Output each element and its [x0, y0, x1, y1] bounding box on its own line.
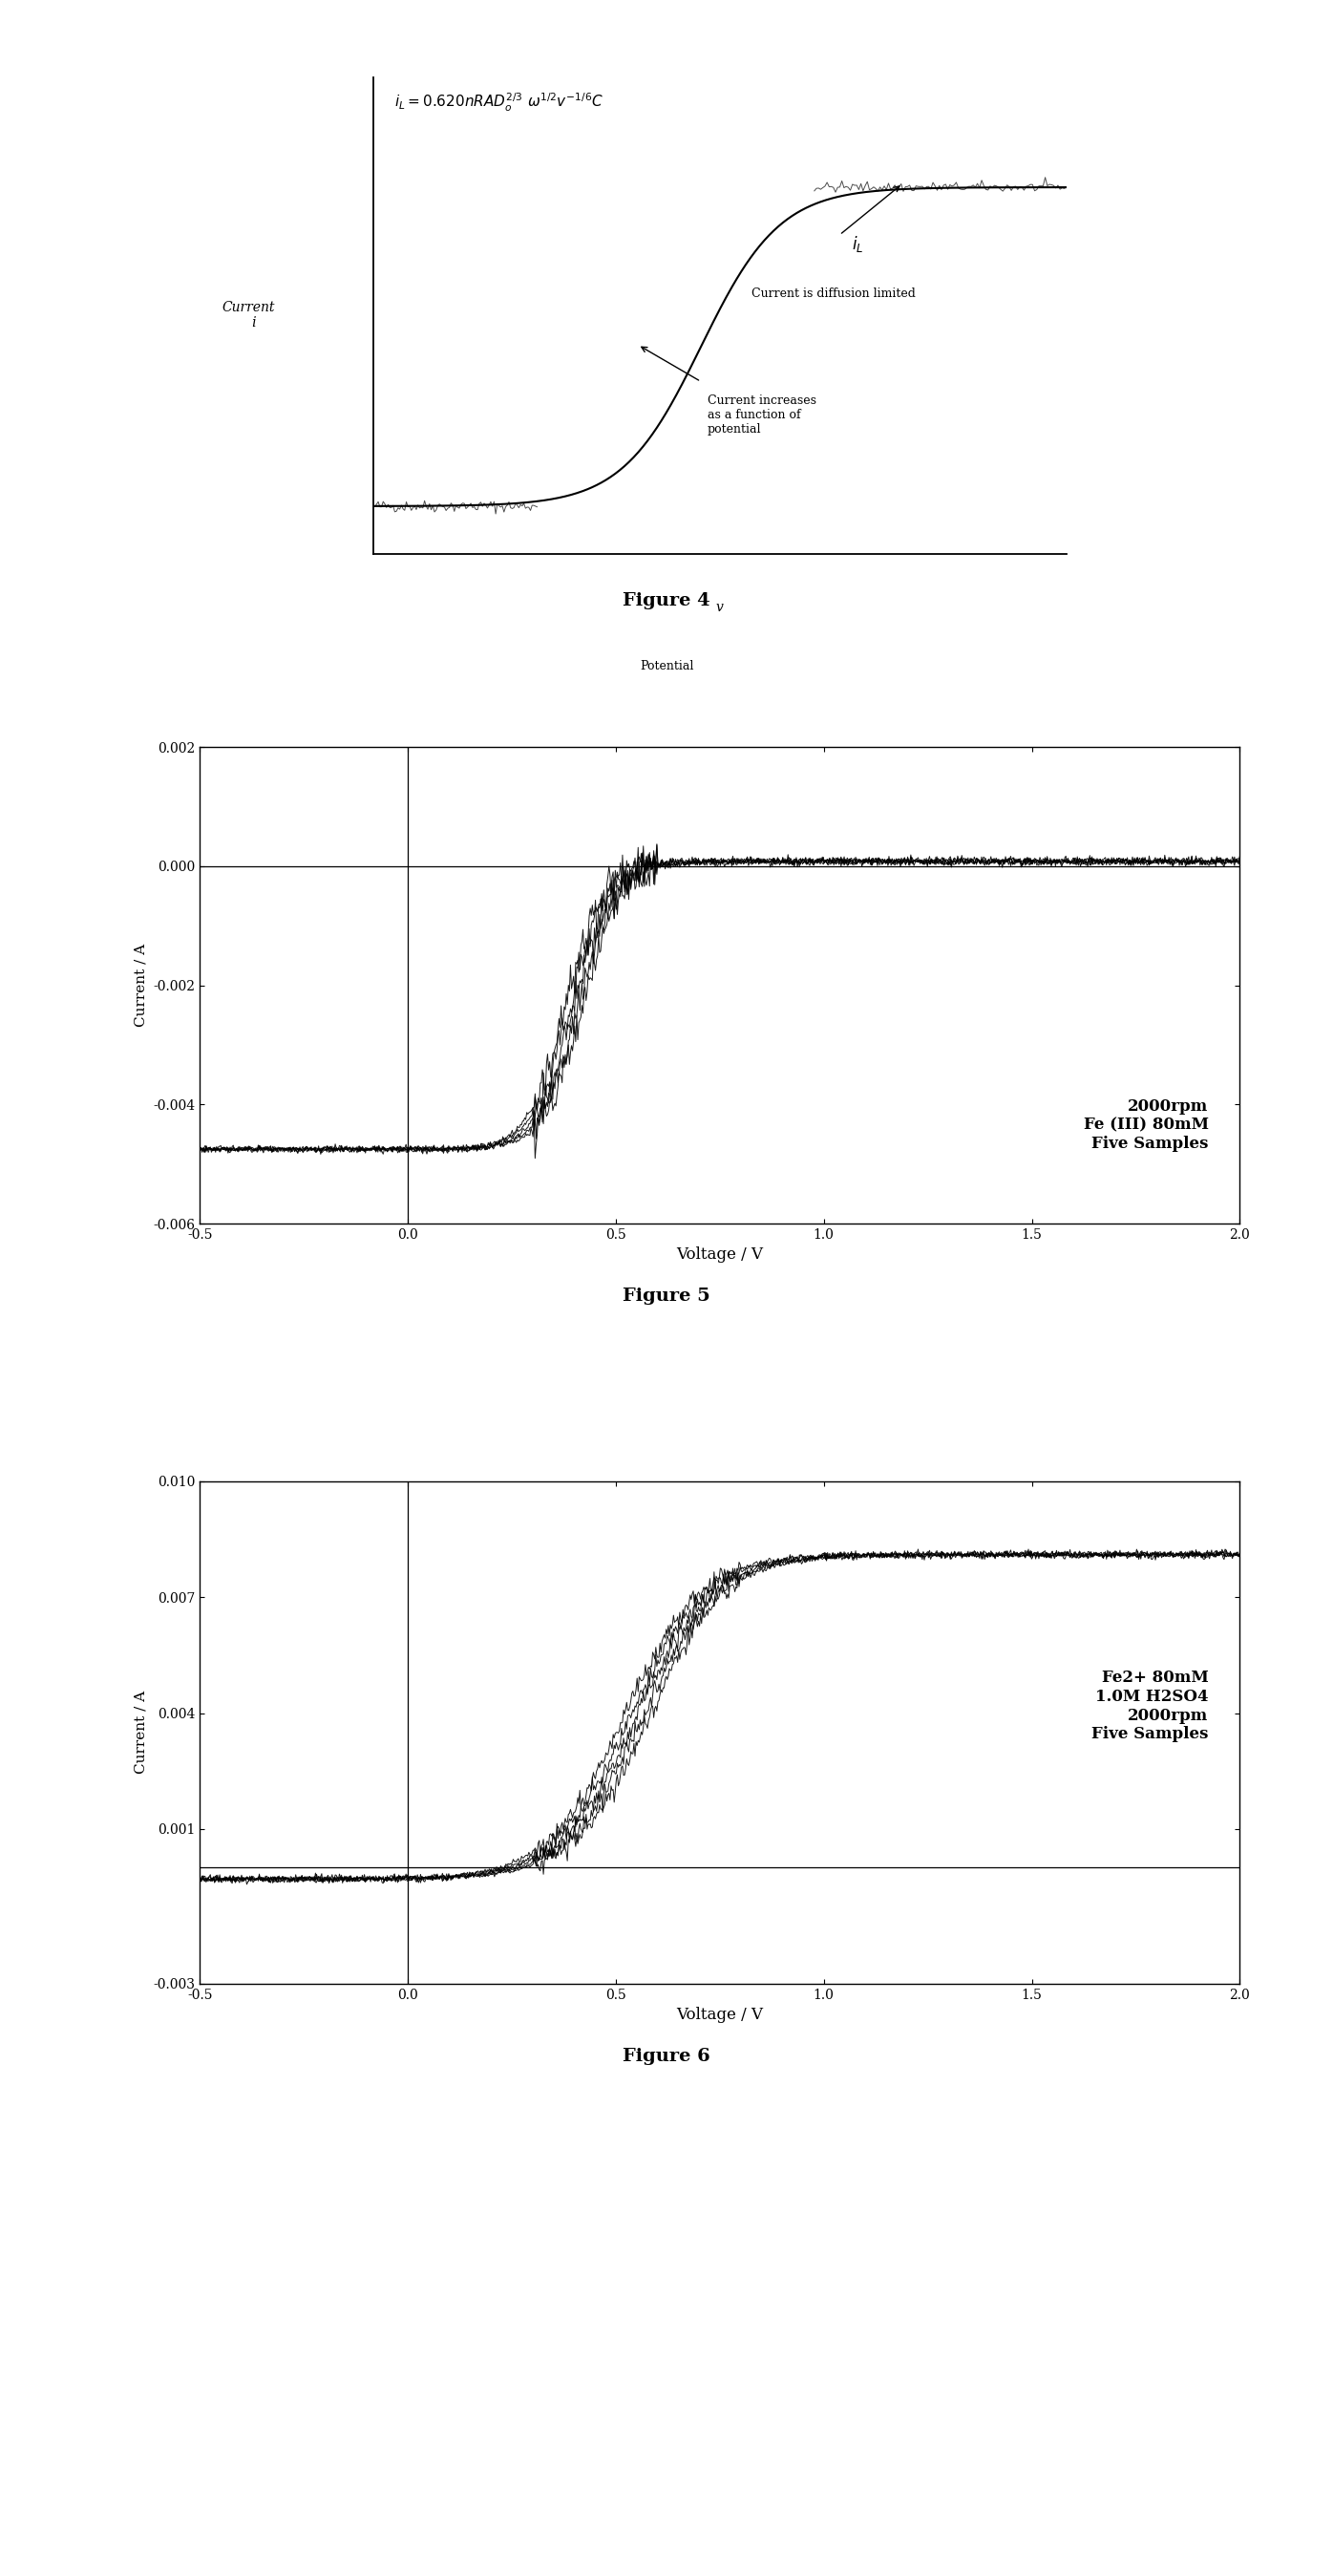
Text: Current is diffusion limited: Current is diffusion limited — [752, 289, 916, 299]
Text: Fe2+ 80mM
1.0M H2SO4
2000rpm
Five Samples: Fe2+ 80mM 1.0M H2SO4 2000rpm Five Sample… — [1092, 1669, 1209, 1741]
Text: $i_L = 0.620nRAD_o^{2/3}\ \omega^{1/2}v^{-1/6}C$: $i_L = 0.620nRAD_o^{2/3}\ \omega^{1/2}v^… — [395, 93, 603, 113]
Text: Current increases
as a function of
potential: Current increases as a function of poten… — [708, 394, 816, 435]
Text: Figure 4: Figure 4 — [623, 592, 710, 608]
Text: Figure 6: Figure 6 — [623, 2048, 710, 2063]
X-axis label: Voltage / V: Voltage / V — [676, 2007, 764, 2022]
Text: $i_L$: $i_L$ — [852, 234, 864, 255]
Text: Current
   i: Current i — [223, 301, 275, 330]
Text: v: v — [716, 600, 724, 613]
X-axis label: Voltage / V: Voltage / V — [676, 1247, 764, 1262]
Text: Potential: Potential — [640, 659, 693, 672]
Y-axis label: Current / A: Current / A — [135, 1690, 148, 1775]
Y-axis label: Current / A: Current / A — [135, 943, 148, 1028]
Text: Figure 5: Figure 5 — [623, 1288, 710, 1303]
Text: 2000rpm
Fe (III) 80mM
Five Samples: 2000rpm Fe (III) 80mM Five Samples — [1084, 1097, 1209, 1151]
